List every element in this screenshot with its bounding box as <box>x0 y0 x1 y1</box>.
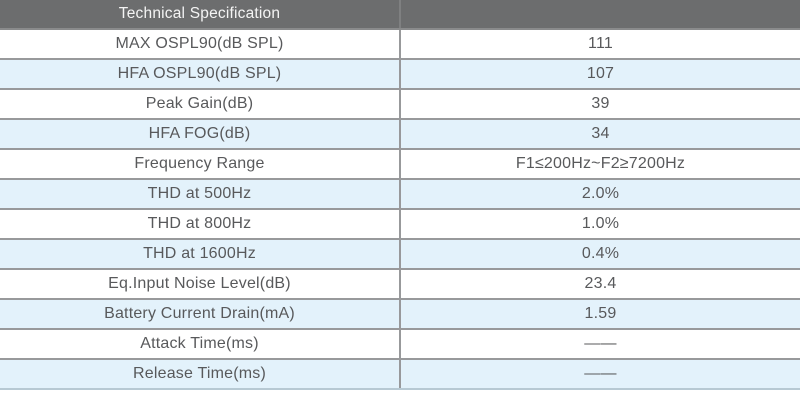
spec-label: HFA OSPL90(dB SPL) <box>0 60 401 88</box>
spec-value: —— <box>584 335 617 352</box>
table-row: HFA OSPL90(dB SPL) 107 <box>0 60 800 90</box>
spec-value: 1.0% <box>581 215 620 232</box>
spec-value: —— <box>584 365 617 382</box>
table-row: MAX OSPL90(dB SPL) 111 <box>0 30 800 60</box>
spec-value: 107 <box>586 65 615 82</box>
table-row: Frequency Range F1≤200Hz~F2≥7200Hz <box>0 150 800 180</box>
spec-label: THD at 1600Hz <box>0 240 401 268</box>
table-row: THD at 800Hz 1.0% <box>0 210 800 240</box>
spec-label: Frequency Range <box>0 150 401 178</box>
spec-label: Eq.Input Noise Level(dB) <box>0 270 401 298</box>
table-header-value-cell <box>401 0 800 28</box>
spec-label: HFA FOG(dB) <box>0 120 401 148</box>
table-row: Battery Current Drain(mA) 1.59 <box>0 300 800 330</box>
table-header-title: Technical Specification <box>0 0 401 28</box>
table-row: Release Time(ms) —— <box>0 360 800 390</box>
spec-value: 34 <box>591 125 610 142</box>
spec-value: 1.59 <box>584 305 617 322</box>
spec-value: 0.4% <box>581 245 620 262</box>
spec-label: Attack Time(ms) <box>0 330 401 358</box>
spec-label: Peak Gain(dB) <box>0 90 401 118</box>
spec-label: MAX OSPL90(dB SPL) <box>0 30 401 58</box>
spec-label: THD at 500Hz <box>0 180 401 208</box>
table-row: THD at 500Hz 2.0% <box>0 180 800 210</box>
spec-value: 39 <box>591 95 610 112</box>
table-row: Eq.Input Noise Level(dB) 23.4 <box>0 270 800 300</box>
table-row: Attack Time(ms) —— <box>0 330 800 360</box>
spec-label: Release Time(ms) <box>0 360 401 388</box>
spec-label: THD at 800Hz <box>0 210 401 238</box>
spec-value: 23.4 <box>584 275 617 292</box>
spec-label: Battery Current Drain(mA) <box>0 300 401 328</box>
spec-value: F1≤200Hz~F2≥7200Hz <box>515 155 686 172</box>
table-row: Peak Gain(dB) 39 <box>0 90 800 120</box>
spec-value: 2.0% <box>581 185 620 202</box>
spec-value: 111 <box>588 35 613 52</box>
table-header-row: Technical Specification <box>0 0 800 30</box>
technical-specification-table: Technical Specification MAX OSPL90(dB SP… <box>0 0 800 390</box>
table-row: HFA FOG(dB) 34 <box>0 120 800 150</box>
table-row: THD at 1600Hz 0.4% <box>0 240 800 270</box>
